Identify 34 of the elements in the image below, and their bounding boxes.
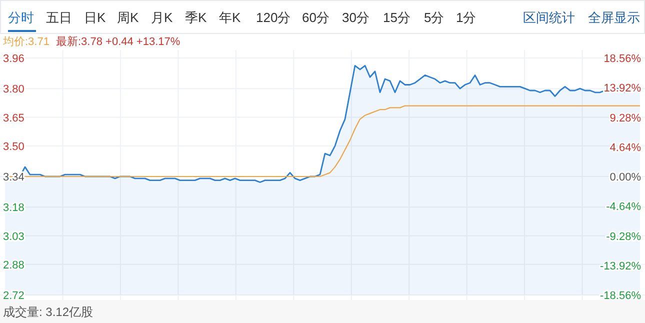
y2-tick-label: 0.00% <box>610 172 642 184</box>
text: 年K <box>219 10 241 25</box>
text: 15分 <box>383 10 410 25</box>
y2-tick-label: -13.92% <box>600 260 642 272</box>
y-tick-label: 3.18 <box>3 202 24 214</box>
text: 分时 <box>8 10 34 25</box>
y2-tick-label: 4.64% <box>610 142 642 154</box>
y-tick-label: 3.03 <box>3 230 24 243</box>
y-tick-label: 2.72 <box>3 290 24 302</box>
text: 30分 <box>342 10 370 25</box>
y2-tick-label: 9.28% <box>610 112 642 124</box>
text: 季K <box>185 10 207 25</box>
text: 日K <box>84 10 106 25</box>
text: 5分 <box>424 10 444 25</box>
text: 均价:3.71 <box>2 36 50 48</box>
y-tick-label: 3.96 <box>3 53 24 65</box>
y-tick-label: 3.50 <box>3 140 24 153</box>
text: 区间统计 <box>523 10 575 25</box>
text: 成交量: 3.12亿股 <box>3 305 94 319</box>
y-tick-label: 3.80 <box>3 84 24 96</box>
y2-tick-label: -9.28% <box>606 230 642 243</box>
y-tick-label: 2.88 <box>3 259 24 272</box>
y-tick-label: 3.65 <box>3 112 24 124</box>
text: 月K <box>151 10 173 25</box>
text: 周K <box>117 10 139 25</box>
text: 全屏显示 <box>588 10 640 25</box>
text: 最新:3.78 +0.44 +13.17% <box>56 35 180 48</box>
y2-tick-label: -4.64% <box>606 201 642 214</box>
text: 1分 <box>456 10 476 25</box>
text: 120分 <box>256 10 291 25</box>
y2-tick-label: 18.56% <box>604 53 642 65</box>
text: 五日 <box>46 10 72 25</box>
text: 60分 <box>302 10 330 25</box>
y2-tick-label: -18.56% <box>600 290 642 302</box>
